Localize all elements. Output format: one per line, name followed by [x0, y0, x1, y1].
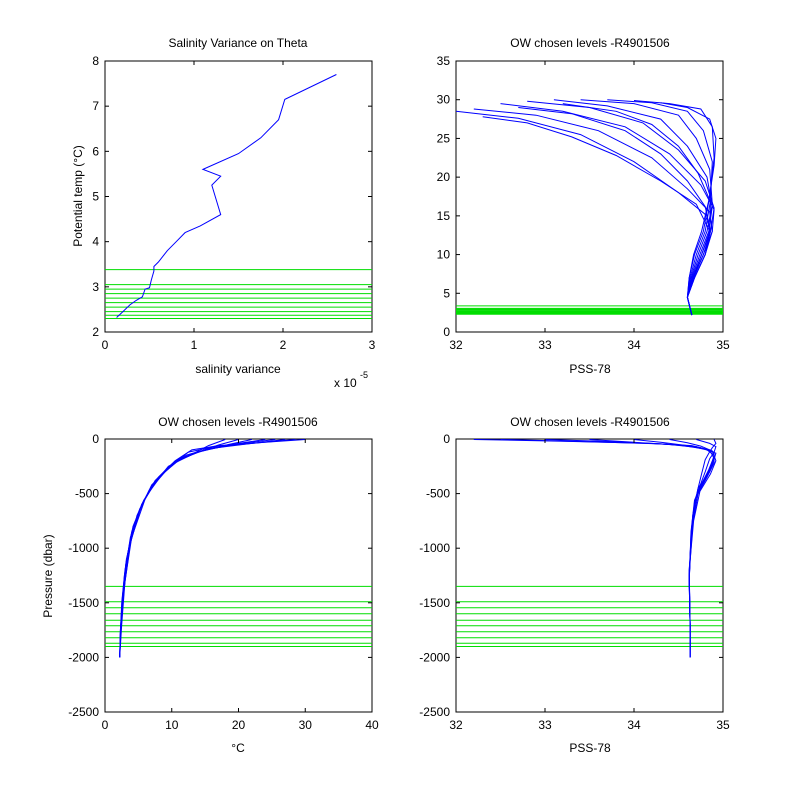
plot-area	[456, 439, 723, 658]
plot-area	[105, 74, 372, 319]
y-tick-label: 0	[92, 432, 99, 446]
y-tick-label: 25	[437, 131, 451, 145]
y-tick-label: -500	[75, 487, 99, 501]
y-tick-label: -1000	[68, 541, 99, 555]
x-tick-label: 34	[627, 718, 641, 732]
y-tick-label: 6	[92, 144, 99, 158]
axes-frame	[104, 438, 373, 713]
x-tick-label: 32	[449, 718, 463, 732]
series-line	[580, 99, 713, 316]
series-line	[116, 74, 337, 318]
y-tick-label: 5	[443, 286, 450, 300]
y-tick-label: 2	[92, 325, 99, 339]
y-tick-label: 3	[92, 280, 99, 294]
plot-area	[455, 99, 723, 316]
chart-salinity-variance: Salinity Variance on Theta 0 1 2 3 2 3 4 5 6 7 8 s…	[71, 36, 376, 390]
x-axis-label: PSS-78	[569, 362, 611, 376]
x-tick-label: 1	[191, 338, 198, 352]
tick-group: 0 1 2 3 2 3 4 5 6 7 8	[92, 54, 375, 352]
y-tick-label: -2000	[419, 650, 450, 664]
y-tick-label: 15	[437, 209, 451, 223]
tick-group: 32 33 34 35 0 5 10 15 20 25 30 35	[437, 54, 730, 352]
x-exponent-power: -5	[360, 370, 368, 380]
y-tick-label: 20	[437, 170, 451, 184]
y-tick-label: 5	[92, 190, 99, 204]
chart-title: OW chosen levels -R4901506	[158, 415, 318, 429]
chart-title: OW chosen levels -R4901506	[510, 36, 670, 50]
x-tick-label: 35	[716, 338, 730, 352]
axes-frame	[104, 60, 373, 333]
axes-frame	[455, 438, 724, 713]
y-tick-label: -500	[426, 487, 450, 501]
y-tick-label: -1500	[68, 596, 99, 610]
series-line	[660, 102, 717, 316]
chart-salinity-pressure: OW chosen levels -R4901506 32 33 34 35 0 -500…	[419, 415, 730, 755]
x-axis-label: PSS-78	[569, 741, 611, 755]
y-tick-label: 0	[443, 325, 450, 339]
x-tick-label: 2	[280, 338, 287, 352]
y-tick-label: -2500	[419, 705, 450, 719]
tick-group: 0 10 20 30 40 0 -500 -1000 -1500 -2000 -2500	[68, 432, 379, 732]
chart-title: OW chosen levels -R4901506	[510, 415, 670, 429]
x-tick-label: 34	[627, 338, 641, 352]
series-line	[119, 439, 226, 658]
y-tick-label: 35	[437, 54, 451, 68]
y-axis-label: Potential temp (°C)	[71, 145, 85, 247]
tick-group: 32 33 34 35 0 -500 -1000 -1500 -2000 -2500	[419, 432, 730, 732]
y-tick-label: -2000	[68, 650, 99, 664]
x-tick-label: 33	[538, 338, 552, 352]
x-tick-label: 30	[299, 718, 313, 732]
chart-title: Salinity Variance on Theta	[169, 36, 308, 50]
x-axis-label: °C	[231, 741, 245, 755]
series-line	[562, 103, 712, 316]
chart-ts: OW chosen levels -R4901506 32 33 34 35 0 5 10 1…	[437, 36, 730, 376]
x-tick-label: 33	[538, 718, 552, 732]
series-line	[607, 99, 713, 316]
series-line	[518, 107, 712, 316]
x-tick-label: 32	[449, 338, 463, 352]
series-line	[688, 439, 717, 658]
y-tick-label: 4	[92, 235, 99, 249]
x-tick-label: 3	[369, 338, 376, 352]
y-tick-label: 7	[92, 99, 99, 113]
y-tick-label: 10	[437, 248, 451, 262]
x-tick-label: 0	[102, 338, 109, 352]
y-tick-label: -1500	[419, 596, 450, 610]
plot-area	[105, 439, 372, 658]
x-tick-label: 0	[102, 718, 109, 732]
y-axis-label: Pressure (dbar)	[41, 534, 55, 617]
x-tick-label: 20	[232, 718, 246, 732]
y-tick-label: -1000	[419, 541, 450, 555]
y-tick-label: 30	[437, 93, 451, 107]
x-tick-label: 35	[716, 718, 730, 732]
y-tick-label: -2500	[68, 705, 99, 719]
x-tick-label: 10	[165, 718, 179, 732]
y-tick-label: 0	[443, 432, 450, 446]
chart-temperature-pressure: OW chosen levels -R4901506 0 10 20 30 40 0 -50…	[41, 415, 379, 755]
x-exponent-label: x 10	[334, 376, 357, 390]
x-axis-label: salinity variance	[195, 362, 281, 376]
y-tick-label: 8	[92, 54, 99, 68]
series-line	[482, 116, 711, 316]
x-tick-label: 40	[365, 718, 379, 732]
